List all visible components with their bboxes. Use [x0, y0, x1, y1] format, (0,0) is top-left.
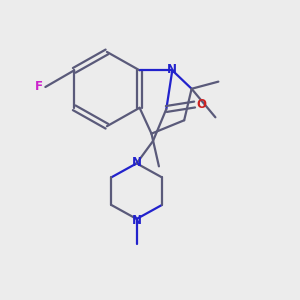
Text: O: O — [196, 98, 206, 111]
Text: N: N — [132, 156, 142, 169]
Text: N: N — [167, 63, 177, 76]
Text: F: F — [35, 80, 43, 94]
Text: N: N — [132, 214, 142, 226]
